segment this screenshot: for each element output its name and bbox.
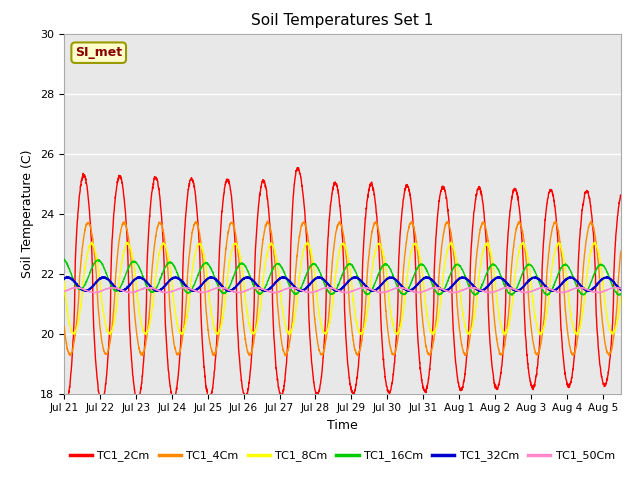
TC1_8Cm [617, 294, 625, 300]
TC1_16Cm [124, 267, 131, 273]
TC1_2Cm [60, 397, 68, 403]
TC1_8Cm [298, 257, 306, 263]
TC1_50Cm [298, 288, 306, 293]
TC1_16Cm [274, 261, 282, 266]
TC1_8Cm [124, 241, 132, 247]
TC1_8Cm [60, 277, 68, 283]
TC1_50Cm [144, 285, 152, 290]
TC1_8Cm [500, 332, 508, 338]
TC1_4Cm [617, 248, 625, 254]
Line: TC1_4Cm: TC1_4Cm [64, 221, 621, 356]
Text: SI_met: SI_met [75, 46, 122, 59]
Line: TC1_8Cm: TC1_8Cm [64, 242, 621, 335]
TC1_4Cm [298, 221, 306, 227]
TC1_50Cm [606, 286, 614, 291]
TC1_2Cm [293, 165, 301, 170]
Y-axis label: Soil Temperature (C): Soil Temperature (C) [22, 149, 35, 278]
TC1_2Cm [617, 194, 625, 200]
TC1_8Cm [274, 264, 282, 269]
X-axis label: Time: Time [327, 419, 358, 432]
Title: Soil Temperatures Set 1: Soil Temperatures Set 1 [252, 13, 433, 28]
TC1_50Cm [60, 288, 68, 294]
TC1_4Cm [547, 238, 554, 243]
Line: TC1_50Cm: TC1_50Cm [64, 288, 621, 293]
TC1_2Cm [61, 401, 69, 407]
TC1_32Cm [617, 287, 625, 292]
TC1_32Cm [606, 276, 614, 282]
TC1_50Cm [617, 286, 625, 291]
TC1_16Cm [544, 292, 552, 298]
Line: TC1_32Cm: TC1_32Cm [64, 277, 621, 291]
TC1_4Cm [124, 229, 131, 235]
TC1_4Cm [157, 220, 164, 226]
TC1_8Cm [157, 245, 164, 251]
TC1_32Cm [274, 278, 282, 284]
TC1_2Cm [298, 183, 306, 189]
TC1_32Cm [99, 274, 107, 280]
TC1_2Cm [606, 353, 614, 359]
Line: TC1_16Cm: TC1_16Cm [64, 259, 621, 295]
TC1_16Cm [617, 291, 625, 297]
TC1_2Cm [274, 377, 282, 383]
TC1_2Cm [547, 187, 554, 192]
TC1_50Cm [124, 289, 131, 295]
TC1_8Cm [88, 239, 95, 245]
TC1_8Cm [547, 279, 554, 285]
TC1_8Cm [606, 328, 614, 334]
TC1_32Cm [547, 288, 554, 293]
TC1_4Cm [264, 218, 271, 224]
Line: TC1_2Cm: TC1_2Cm [64, 168, 621, 404]
TC1_4Cm [606, 349, 614, 355]
TC1_2Cm [157, 204, 164, 210]
Legend: TC1_2Cm, TC1_4Cm, TC1_8Cm, TC1_16Cm, TC1_32Cm, TC1_50Cm: TC1_2Cm, TC1_4Cm, TC1_8Cm, TC1_16Cm, TC1… [65, 446, 620, 466]
TC1_4Cm [282, 353, 289, 359]
TC1_50Cm [547, 286, 554, 292]
TC1_2Cm [124, 248, 132, 254]
TC1_50Cm [521, 290, 529, 296]
TC1_32Cm [512, 288, 520, 294]
TC1_32Cm [157, 287, 164, 292]
TC1_32Cm [124, 285, 132, 290]
TC1_16Cm [606, 277, 614, 283]
TC1_50Cm [274, 289, 282, 295]
TC1_16Cm [298, 284, 305, 289]
TC1_32Cm [60, 276, 68, 282]
TC1_16Cm [157, 275, 164, 280]
TC1_32Cm [298, 288, 306, 294]
TC1_16Cm [60, 256, 68, 262]
TC1_4Cm [274, 304, 282, 310]
TC1_16Cm [546, 290, 554, 296]
TC1_50Cm [157, 289, 164, 295]
TC1_4Cm [60, 324, 68, 329]
